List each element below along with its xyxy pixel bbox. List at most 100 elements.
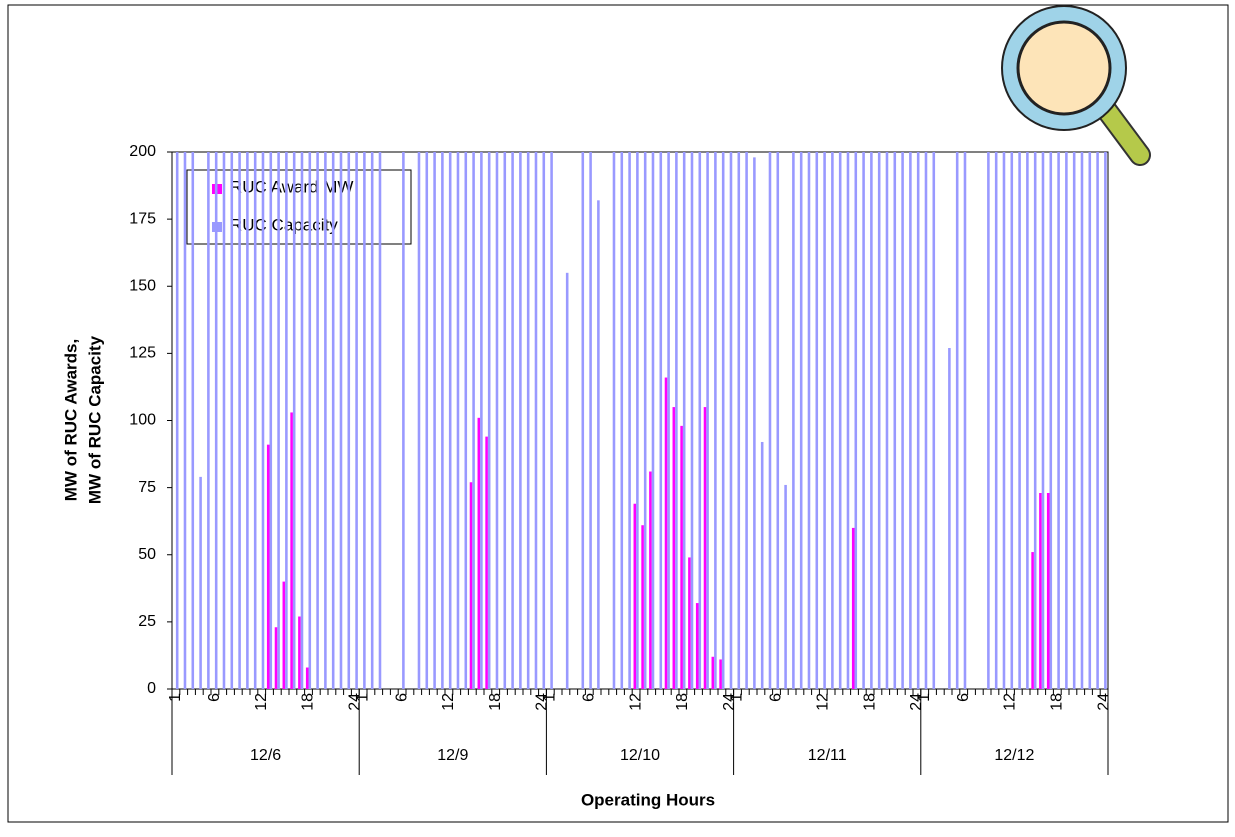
x-tick-label: 1 <box>729 693 746 702</box>
bar <box>994 152 998 689</box>
bar <box>266 444 270 689</box>
x-tick-label: 6 <box>206 693 223 702</box>
bar <box>851 527 855 689</box>
bar <box>183 152 187 689</box>
bar <box>721 152 725 689</box>
bar <box>916 152 920 689</box>
group-label: 12/9 <box>437 747 468 764</box>
x-tick-label: 12 <box>253 693 270 711</box>
bar <box>339 152 343 689</box>
bar <box>495 152 499 689</box>
y-tick-label: 50 <box>138 546 156 563</box>
bar <box>581 152 585 689</box>
bar <box>378 152 382 689</box>
x-tick-label: 18 <box>1049 693 1066 711</box>
bar <box>714 152 717 689</box>
x-tick-label: 24 <box>1095 693 1112 711</box>
bar <box>672 407 676 689</box>
y-tick-label: 0 <box>147 680 156 697</box>
bar <box>987 152 990 689</box>
y-tick-label: 100 <box>129 412 156 429</box>
bar <box>274 627 278 689</box>
bar <box>854 152 858 689</box>
bar <box>664 377 668 689</box>
bar <box>175 152 179 689</box>
bar <box>285 152 288 689</box>
y-tick-label: 125 <box>129 345 156 362</box>
legend-label: RUC Capacity <box>230 215 338 234</box>
bar <box>253 152 257 689</box>
bar <box>768 152 772 689</box>
bar <box>222 152 226 689</box>
bar <box>347 152 351 689</box>
bar <box>807 152 811 689</box>
bar <box>324 152 327 689</box>
bar <box>963 152 967 689</box>
y-tick-label: 150 <box>129 277 156 294</box>
bar <box>698 152 702 689</box>
bar <box>1018 152 1021 689</box>
x-tick-label: 12 <box>627 693 644 711</box>
y-tick-label: 175 <box>129 210 156 227</box>
bar <box>477 417 481 689</box>
bar <box>862 152 865 689</box>
group-label: 12/11 <box>808 747 847 764</box>
bar <box>667 152 670 689</box>
bar <box>526 152 530 689</box>
bar <box>909 152 912 689</box>
x-tick-label: 6 <box>768 693 785 702</box>
bar <box>706 152 709 689</box>
y-tick-label: 200 <box>129 143 156 160</box>
x-tick-label: 1 <box>916 693 933 702</box>
bar <box>534 152 538 689</box>
bar <box>191 152 195 689</box>
x-tick-label: 12 <box>440 693 457 711</box>
bar <box>456 152 460 689</box>
x-tick-label: 1 <box>354 693 371 702</box>
y-tick-label: 75 <box>138 479 156 496</box>
bar <box>792 152 795 689</box>
bar <box>955 152 959 689</box>
bar <box>1088 152 1092 689</box>
bar <box>1096 152 1099 689</box>
x-tick-label: 18 <box>300 693 317 711</box>
bar <box>703 407 707 689</box>
bar <box>298 616 301 689</box>
bar <box>485 436 488 689</box>
x-axis-title: Operating Hours <box>581 790 715 809</box>
bar <box>924 152 928 689</box>
bar <box>308 152 312 689</box>
bar <box>542 152 546 689</box>
bar <box>1010 152 1014 689</box>
bar <box>480 152 483 689</box>
bar <box>1057 152 1060 689</box>
bar <box>620 152 624 689</box>
bar <box>214 152 218 689</box>
bar <box>448 152 452 689</box>
bar <box>675 152 678 689</box>
bar <box>331 152 335 689</box>
bar <box>363 152 366 689</box>
bar <box>199 476 202 689</box>
bar <box>753 157 756 689</box>
legend-label: RUC Award MW <box>230 177 353 196</box>
bar <box>636 152 639 689</box>
bar <box>612 152 616 689</box>
bar <box>877 152 881 689</box>
bar <box>487 152 491 689</box>
bar <box>246 152 249 689</box>
bar <box>893 152 897 689</box>
bar <box>680 425 683 689</box>
x-tick-label: 6 <box>393 693 410 702</box>
bar <box>633 503 637 689</box>
bar <box>433 152 436 689</box>
bar <box>316 152 319 689</box>
bar <box>870 152 873 689</box>
bar <box>282 581 286 689</box>
bar <box>760 441 764 689</box>
bar <box>948 348 951 689</box>
y-axis-title: MW of RUC Awards, <box>61 339 80 501</box>
bar <box>1041 152 1045 689</box>
